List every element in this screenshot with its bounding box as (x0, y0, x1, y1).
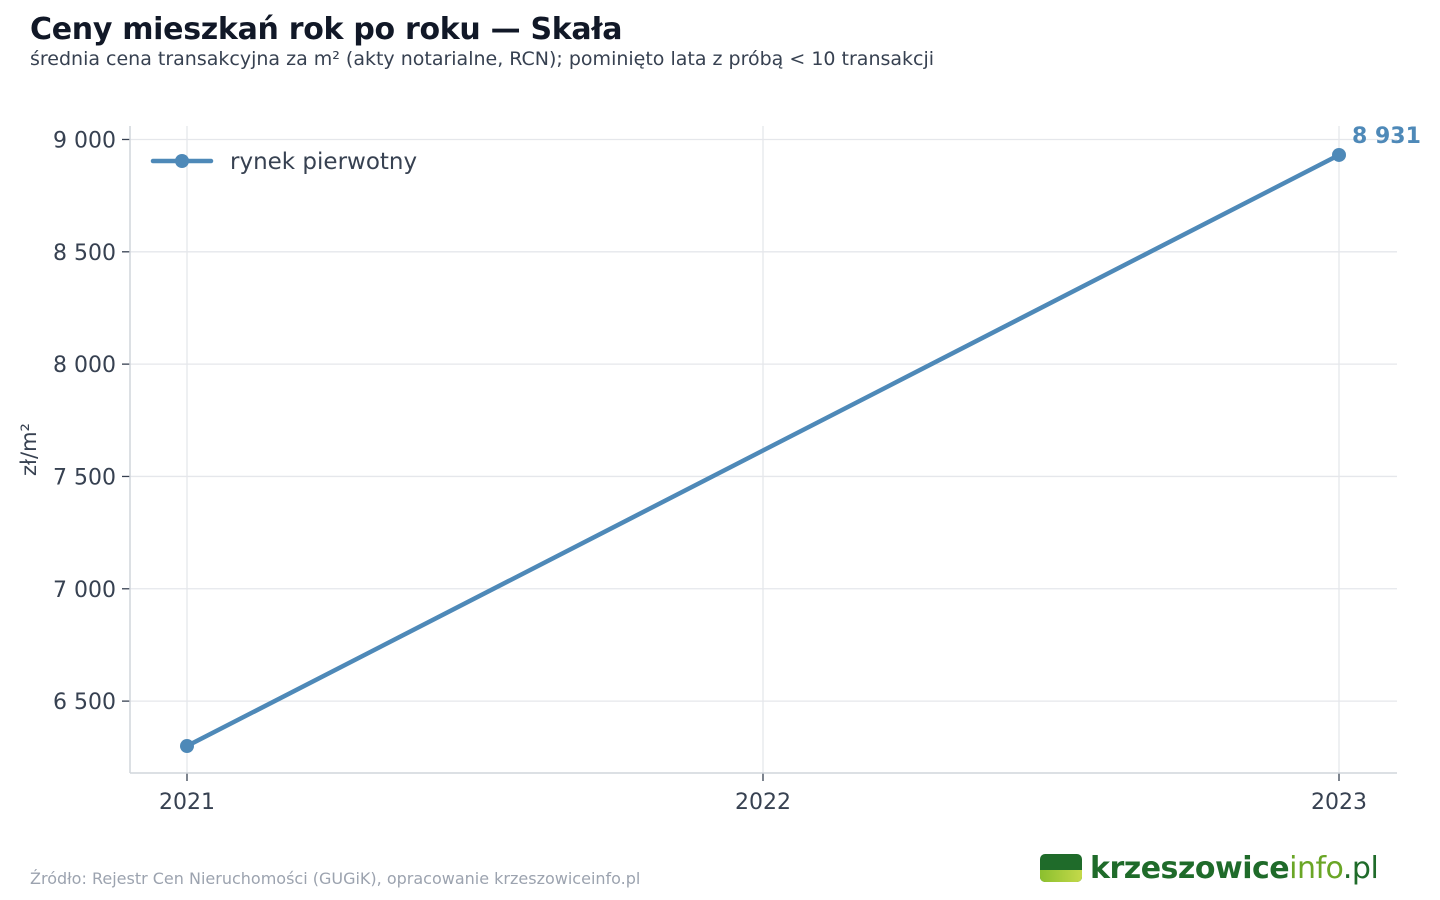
x-tick-label: 2021 (159, 790, 215, 815)
y-tick-label: 8 000 (53, 353, 116, 378)
y-axis-title: zł/m² (17, 423, 41, 476)
logo-wordmark: krzeszowiceinfo.pl (1090, 850, 1379, 886)
axes (122, 126, 1397, 781)
grid-lines (130, 126, 1397, 773)
chart-subtitle: średnia cena transakcyjna za m² (akty no… (30, 48, 935, 70)
y-tick-label: 6 500 (53, 690, 116, 715)
chart-title: Ceny mieszkań rok po roku — Skała (30, 12, 623, 47)
y-tick-label: 7 500 (53, 465, 116, 490)
brand-logo: krzeszowiceinfo.pl (1040, 850, 1379, 886)
tick-labels: 6 500 7 000 7 500 8 000 8 500 9 000 2021 2022 20… (17, 124, 1421, 815)
series-line (184, 152, 1342, 749)
y-tick-label: 7 000 (53, 578, 116, 603)
data-point (1332, 147, 1346, 162)
x-tick-label: 2022 (735, 790, 791, 815)
data-point (180, 739, 194, 754)
series-lines (180, 147, 1346, 754)
legend-point-marker (175, 154, 189, 168)
legend: rynek pierwotny (150, 149, 417, 175)
y-tick-label: 9 000 (53, 128, 116, 153)
data-label: 8 931 (1352, 124, 1421, 149)
source-note: Źródło: Rejestr Cen Nieruchomości (GUGiK… (30, 869, 641, 888)
legend-label: rynek pierwotny (230, 149, 417, 175)
x-tick-label: 2023 (1311, 790, 1367, 815)
logo-mark-icon (1040, 854, 1082, 882)
y-tick-label: 8 500 (53, 241, 116, 266)
